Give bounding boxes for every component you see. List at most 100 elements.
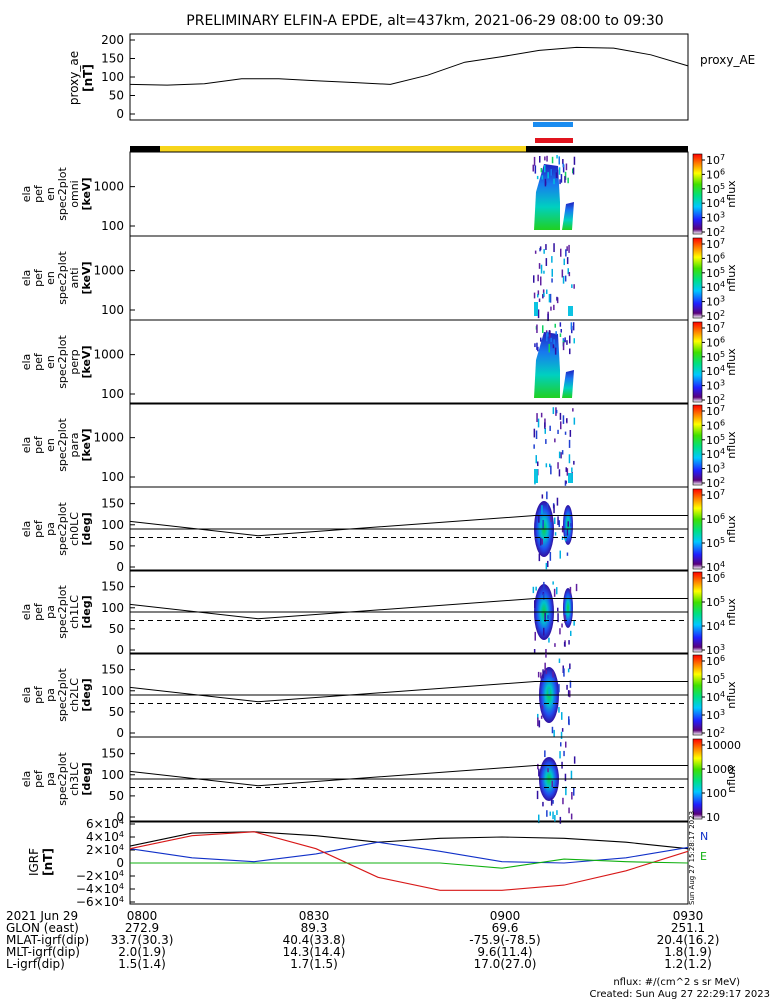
colorbar-tick-exponent: 4: [720, 447, 725, 456]
ae-ytick-label: 150: [101, 52, 124, 66]
heatmap-cell: [541, 705, 544, 710]
ytick-label: 100: [101, 684, 124, 698]
heatmap-cell: [544, 422, 546, 429]
heatmap-cell: [533, 156, 536, 166]
colorbar-tick-exponent: 6: [720, 512, 725, 521]
heatmap-cell: [572, 322, 575, 331]
heatmap-cell: [544, 750, 546, 758]
igrf-legend-n: N: [700, 830, 708, 843]
proxy-ae-legend-label: proxy_AE: [700, 53, 755, 67]
loss-cone-line: [129, 680, 688, 703]
igrf-ytick-exponent: 4: [119, 843, 124, 852]
heatmap-cell: [536, 175, 539, 180]
heatmap-cell: [540, 715, 543, 719]
heatmap-cell: [555, 331, 557, 335]
panel-frame: [129, 402, 689, 488]
colorbar-label: nflux: [725, 765, 738, 793]
colorbar-tick-exponent: 7: [720, 237, 725, 246]
heatmap-cell: [538, 553, 541, 562]
panel-ylabel-word: ela: [20, 354, 33, 371]
colorbar: [692, 321, 703, 403]
igrf-ytick-label: 6×104: [86, 817, 124, 831]
heatmap-cell: [563, 750, 565, 757]
heatmap-cell: [564, 773, 567, 782]
heatmap-cell: [570, 322, 573, 330]
footer-cell: 1.5(1.4): [118, 957, 166, 971]
heatmap-cell: [548, 330, 551, 335]
heatmap-cell: [537, 418, 540, 428]
ytick-label: 0: [116, 810, 124, 824]
heatmap-cell: [536, 790, 539, 800]
panel-ylabel-word: pef: [32, 685, 45, 704]
heatmap-cell: [537, 461, 539, 467]
panel-ylabel-word: pef: [32, 184, 45, 203]
heatmap-cell: [561, 269, 564, 278]
colorbar-tick-label: 10: [706, 811, 720, 824]
flux-patch: [534, 302, 538, 316]
heatmap-cell: [559, 179, 561, 185]
heatmap-cell: [550, 306, 552, 311]
colorbar-tick-label: 104: [706, 690, 725, 704]
heatmap-cell: [565, 163, 568, 171]
heatmap-cell: [536, 413, 538, 423]
heatmap-cell: [556, 296, 558, 301]
heatmap-cell: [573, 756, 576, 764]
heatmap-cell: [544, 428, 546, 434]
panel-ylabel-word: spec2plot: [56, 335, 69, 389]
heatmap-cell: [543, 249, 545, 254]
igrf-ytick-exponent: 4: [119, 830, 124, 839]
heatmap-cell: [558, 469, 561, 477]
ytick-label: 150: [101, 663, 124, 677]
heatmap-cell: [538, 515, 540, 523]
colorbar-tick-label: 104: [706, 447, 725, 461]
loss-cone-line: [129, 514, 688, 537]
heatmap-cell: [563, 258, 565, 266]
heatmap-cell: [560, 174, 563, 183]
heatmap-cell: [544, 181, 547, 185]
heatmap-cell: [573, 284, 575, 289]
igrf-ytick-exponent: 4: [119, 882, 124, 891]
footer-cell: 1.2(1.2): [664, 957, 712, 971]
colorbar-tick-exponent: 6: [720, 418, 725, 427]
heatmap-cell: [565, 249, 567, 257]
igrf-series-3: [130, 858, 689, 869]
panel-ylabel-word: en: [44, 271, 57, 285]
proxy-ae-frame: [129, 33, 689, 121]
heatmap-cell: [551, 726, 554, 734]
heatmap-cell: [546, 810, 548, 817]
igrf-legend-e: E: [700, 850, 707, 863]
colorbar-tick-label: 107: [706, 237, 725, 251]
heatmap-cell: [550, 465, 552, 475]
heatmap-cell: [538, 263, 541, 269]
heatmap-cell: [564, 535, 567, 542]
colorbar-tick-exponent: 5: [720, 433, 725, 442]
heatmap-cell: [547, 615, 549, 619]
colorbar-tick-label: 104: [706, 196, 725, 210]
heatmap-cell: [564, 615, 566, 623]
colorbar-tick-exponent: 3: [720, 643, 725, 652]
footer-cell: 17.0(27.0): [474, 957, 537, 971]
panel-ylabel-word: [keV]: [80, 345, 93, 378]
colorbar-tick-label: 106: [706, 251, 725, 265]
colorbar-tick-exponent: 2: [720, 726, 725, 735]
spectrogram-panel-2: ela pef en spec2plot anti [keV] 10001001071061…: [20, 235, 738, 323]
heatmap-cell: [562, 163, 564, 168]
heatmap-cell: [568, 454, 571, 464]
status-bar: [130, 146, 688, 152]
panel-ylabel: ela pef pa spec2plot ch0LC [deg]: [20, 502, 93, 556]
heatmap-cell: [540, 672, 542, 679]
heatmap-cell: [533, 292, 536, 299]
heatmap-cell: [550, 515, 552, 522]
colorbar-tick-exponent: 5: [720, 672, 725, 681]
heatmap-cell: [561, 712, 563, 720]
colorbar-tick-label: 103: [706, 462, 725, 476]
svg-text:proxy_ae: proxy_ae: [67, 51, 81, 105]
flux-patch: [534, 469, 538, 483]
heatmap-cell: [559, 322, 562, 327]
heatmap-cell: [558, 684, 560, 693]
panel-ylabel-word: en: [44, 355, 57, 369]
igrf-series-1: [129, 841, 689, 864]
footer-cell: 14.3(14.4): [283, 945, 346, 959]
